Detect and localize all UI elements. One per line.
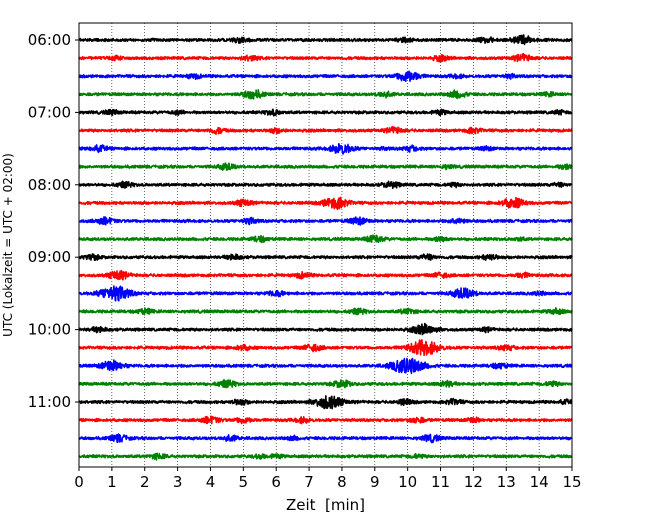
trace-0600	[78, 34, 573, 46]
y-tick-label: 07:00	[28, 103, 71, 121]
trace-1030	[78, 357, 573, 375]
trace-0700	[78, 108, 573, 117]
trace-1000	[78, 322, 573, 336]
trace-0645	[78, 89, 573, 100]
trace-0915	[78, 269, 573, 281]
trace-1100	[78, 395, 573, 410]
trace-0930	[78, 285, 573, 302]
x-axis-ticks: 0 1 2 3 4 5 6 7 8 9 10 11 12 13 14 15	[74, 467, 582, 491]
trace-0745	[78, 162, 573, 171]
grid-lines	[111, 23, 540, 467]
trace-0830	[78, 216, 573, 226]
trace-group	[78, 34, 573, 461]
x-tick-label: 5	[239, 473, 249, 491]
y-tick-label: 06:00	[28, 31, 71, 49]
trace-0845	[78, 234, 573, 244]
x-tick-label: 3	[173, 473, 183, 491]
x-tick-label: 7	[304, 473, 314, 491]
trace-0945	[78, 307, 573, 316]
x-tick-label: 12	[464, 473, 483, 491]
trace-0800	[78, 180, 573, 190]
x-tick-label: 10	[398, 473, 417, 491]
trace-1045	[78, 378, 573, 389]
y-tick-label: 10:00	[28, 321, 71, 339]
x-tick-label: 11	[431, 473, 450, 491]
trace-0630	[78, 70, 573, 83]
x-tick-label: 9	[370, 473, 380, 491]
y-axis-ticks: 06:00 07:00 08:00 09:00 10:00 11:00	[28, 31, 79, 411]
y-tick-label: 08:00	[28, 176, 71, 194]
trace-0615	[78, 53, 573, 63]
x-tick-label: 14	[530, 473, 549, 491]
trace-1115	[78, 415, 573, 425]
trace-0730	[78, 142, 573, 155]
x-tick-label: 1	[107, 473, 117, 491]
x-tick-label: 4	[206, 473, 216, 491]
trace-0715	[78, 125, 573, 135]
y-axis-label: UTC (Lokalzeit = UTC + 02:00)	[1, 153, 15, 337]
x-tick-label: 15	[562, 473, 581, 491]
x-axis-label: Zeit [min]	[286, 496, 365, 514]
trace-0815	[78, 196, 573, 210]
y-tick-label: 09:00	[28, 248, 71, 266]
trace-0900	[78, 253, 573, 262]
trace-1130	[78, 433, 573, 444]
plot-frame	[78, 22, 573, 468]
x-tick-label: 13	[497, 473, 516, 491]
x-tick-label: 2	[140, 473, 150, 491]
trace-1145	[78, 452, 573, 461]
y-tick-label: 11:00	[28, 393, 71, 411]
x-tick-label: 6	[271, 473, 281, 491]
trace-1015	[78, 339, 573, 357]
x-tick-label: 0	[74, 473, 84, 491]
x-tick-label: 8	[337, 473, 347, 491]
